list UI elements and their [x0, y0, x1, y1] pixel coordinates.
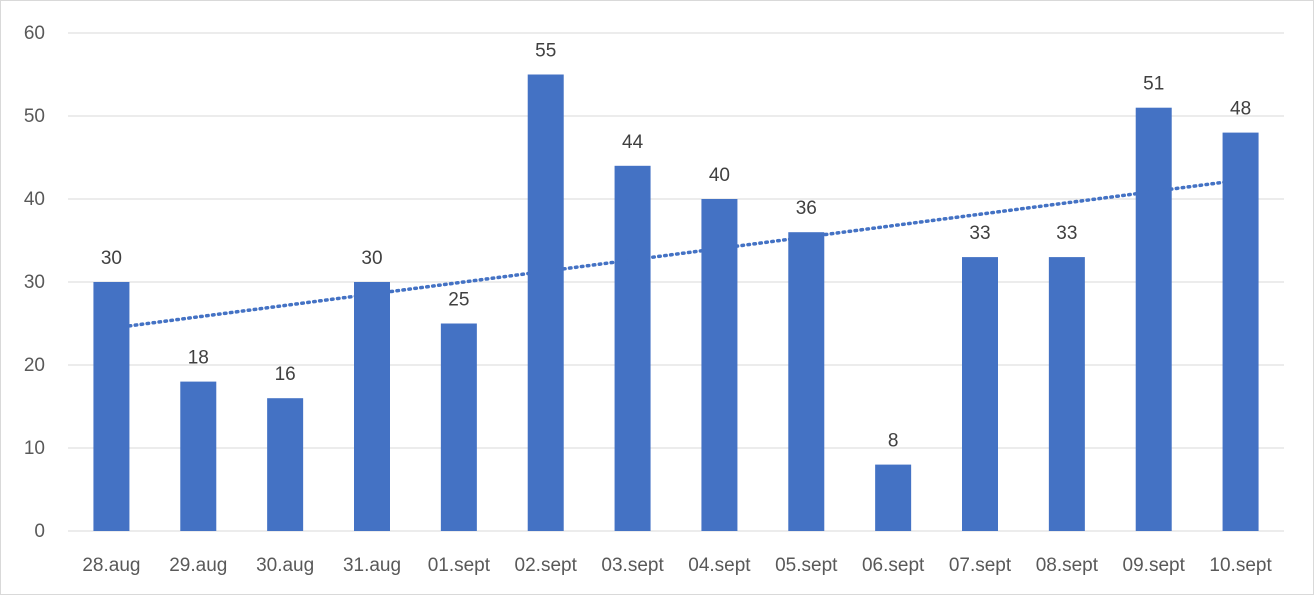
- data-label: 25: [448, 290, 469, 311]
- y-axis: 0 10 20 30 40 50 60: [24, 23, 45, 542]
- x-tick-label: 03.sept: [601, 555, 664, 576]
- x-tick-label: 02.sept: [515, 555, 578, 576]
- x-tick-label: 05.sept: [775, 555, 838, 576]
- bar: [1048, 257, 1085, 531]
- trendline-layer: [109, 178, 1243, 330]
- data-label: 55: [535, 41, 556, 62]
- y-tick-label: 20: [24, 355, 45, 376]
- data-label: 44: [622, 132, 644, 153]
- data-label: 30: [361, 248, 382, 269]
- bar: [788, 232, 825, 531]
- x-tick-label: 10.sept: [1209, 555, 1272, 576]
- bar: [701, 199, 738, 531]
- trendline: [109, 178, 1243, 330]
- y-tick-label: 60: [24, 23, 45, 44]
- y-tick-label: 30: [24, 272, 45, 293]
- x-tick-label: 31.aug: [343, 555, 401, 576]
- x-tick-label: 04.sept: [688, 555, 751, 576]
- bar: [1135, 107, 1172, 531]
- data-label: 18: [188, 348, 209, 369]
- y-tick-label: 10: [24, 438, 45, 459]
- bar: [354, 282, 390, 531]
- x-tick-label: 29.aug: [169, 555, 227, 576]
- bar: [440, 323, 477, 531]
- data-label: 16: [275, 364, 296, 385]
- x-tick-label: 28.aug: [82, 555, 140, 576]
- data-label: 30: [101, 248, 122, 269]
- x-tick-label: 06.sept: [862, 555, 925, 576]
- bar: [1222, 132, 1259, 531]
- bar: [962, 257, 998, 531]
- x-tick-label: 09.sept: [1123, 555, 1186, 576]
- bar: [527, 74, 564, 531]
- data-label: 40: [709, 165, 730, 186]
- data-label: 51: [1143, 74, 1164, 95]
- data-label: 33: [1056, 223, 1077, 244]
- data-labels: 30 18 16 30 25 55 44 40 36 8 33 33 51 48: [101, 41, 1251, 452]
- gridlines: [68, 32, 1284, 532]
- bars: [93, 74, 1259, 532]
- bar: [93, 282, 130, 531]
- y-tick-label: 50: [24, 106, 45, 127]
- x-tick-label: 30.aug: [256, 555, 314, 576]
- x-tick-label: 08.sept: [1036, 555, 1099, 576]
- data-label: 33: [969, 223, 990, 244]
- data-label: 48: [1230, 99, 1251, 120]
- bar: [267, 398, 304, 531]
- y-tick-label: 0: [34, 521, 45, 542]
- data-label: 8: [888, 431, 899, 452]
- y-tick-label: 40: [24, 189, 45, 210]
- bar: [875, 464, 912, 531]
- x-tick-label: 01.sept: [428, 555, 491, 576]
- bar: [614, 165, 651, 532]
- x-tick-label: 07.sept: [949, 555, 1012, 576]
- data-label: 36: [796, 198, 817, 219]
- bar: [180, 381, 217, 531]
- x-axis: 28.aug 29.aug 30.aug 31.aug 01.sept 02.sept 03…: [82, 555, 1272, 576]
